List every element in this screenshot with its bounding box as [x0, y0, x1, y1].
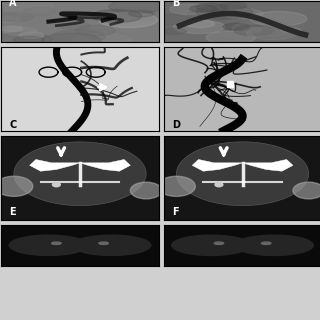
Circle shape	[0, 176, 33, 196]
Circle shape	[0, 12, 33, 22]
Circle shape	[61, 22, 90, 30]
Circle shape	[109, 0, 163, 13]
Text: F: F	[172, 207, 178, 217]
Polygon shape	[14, 142, 146, 205]
Circle shape	[0, 33, 52, 47]
Polygon shape	[30, 159, 80, 171]
Circle shape	[214, 38, 235, 44]
Circle shape	[170, 4, 211, 15]
Circle shape	[99, 12, 158, 28]
Circle shape	[243, 28, 261, 32]
Circle shape	[233, 21, 294, 36]
Circle shape	[0, 17, 20, 23]
Circle shape	[129, 11, 154, 17]
Circle shape	[187, 9, 233, 21]
Circle shape	[149, 14, 189, 25]
Circle shape	[196, 4, 227, 12]
Circle shape	[92, 29, 132, 40]
Circle shape	[13, 36, 44, 44]
Circle shape	[206, 31, 255, 44]
Circle shape	[23, 7, 56, 16]
Circle shape	[250, 12, 307, 26]
Text: C: C	[9, 120, 16, 130]
Circle shape	[75, 25, 115, 36]
Circle shape	[130, 182, 162, 199]
Circle shape	[224, 9, 263, 19]
Circle shape	[1, 0, 54, 13]
Polygon shape	[80, 159, 130, 171]
Circle shape	[163, 28, 187, 34]
Text: A: A	[9, 0, 17, 8]
Circle shape	[223, 23, 249, 30]
Circle shape	[293, 182, 320, 199]
Circle shape	[185, 20, 214, 28]
Circle shape	[215, 182, 223, 187]
Circle shape	[173, 20, 225, 34]
Circle shape	[52, 242, 61, 244]
Circle shape	[52, 30, 105, 44]
Circle shape	[42, 33, 101, 48]
Circle shape	[9, 235, 88, 255]
Circle shape	[52, 182, 60, 187]
Circle shape	[190, 5, 217, 12]
Polygon shape	[243, 159, 293, 171]
Circle shape	[4, 27, 37, 36]
Circle shape	[99, 242, 108, 244]
Circle shape	[235, 235, 313, 255]
Circle shape	[1, 26, 22, 32]
Circle shape	[280, 28, 301, 33]
Circle shape	[261, 242, 271, 244]
Text: D: D	[172, 120, 180, 130]
Circle shape	[71, 33, 132, 49]
Circle shape	[114, 10, 158, 21]
Circle shape	[19, 32, 44, 38]
Circle shape	[92, 10, 142, 22]
Text: E: E	[9, 207, 16, 217]
Polygon shape	[192, 159, 243, 171]
Circle shape	[72, 235, 151, 255]
Circle shape	[234, 25, 274, 36]
Text: B: B	[172, 0, 179, 8]
Polygon shape	[176, 142, 309, 205]
Circle shape	[157, 176, 195, 196]
Circle shape	[196, 5, 252, 19]
Circle shape	[220, 2, 247, 9]
Circle shape	[247, 27, 297, 40]
Circle shape	[172, 235, 251, 255]
Circle shape	[214, 242, 224, 244]
